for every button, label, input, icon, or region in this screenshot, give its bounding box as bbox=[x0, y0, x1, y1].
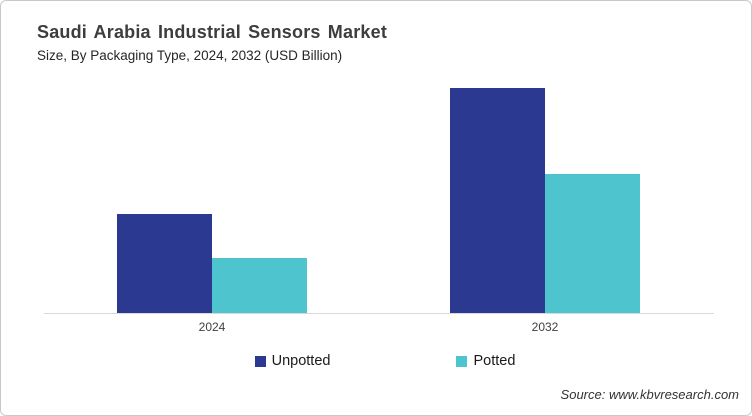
x-tick-2032: 2032 bbox=[531, 320, 559, 334]
legend-swatch-unpotted bbox=[254, 355, 266, 367]
legend-label-unpotted: Unpotted bbox=[271, 353, 331, 369]
bar-unpotted-2024 bbox=[117, 214, 212, 313]
x-axis-line bbox=[44, 313, 714, 314]
legend: Unpotted Potted bbox=[1, 353, 751, 369]
plot-area bbox=[44, 88, 714, 313]
bar-potted-2032 bbox=[545, 174, 640, 313]
legend-item-unpotted: Unpotted bbox=[254, 353, 331, 369]
bar-potted-2024 bbox=[212, 258, 307, 313]
source-credit: Source: www.kbvresearch.com bbox=[560, 387, 739, 402]
legend-swatch-potted bbox=[456, 355, 468, 367]
bar-unpotted-2032 bbox=[450, 88, 545, 313]
chart-title: Saudi Arabia Industrial Sensors Market bbox=[37, 22, 388, 42]
x-tick-2024: 2024 bbox=[198, 320, 226, 334]
legend-item-potted: Potted bbox=[456, 353, 515, 369]
bar-group-2032 bbox=[450, 88, 640, 313]
legend-label-potted: Potted bbox=[473, 353, 516, 369]
chart-subtitle: Size, By Packaging Type, 2024, 2032 (USD… bbox=[37, 48, 343, 63]
bar-group-2024 bbox=[117, 214, 307, 313]
